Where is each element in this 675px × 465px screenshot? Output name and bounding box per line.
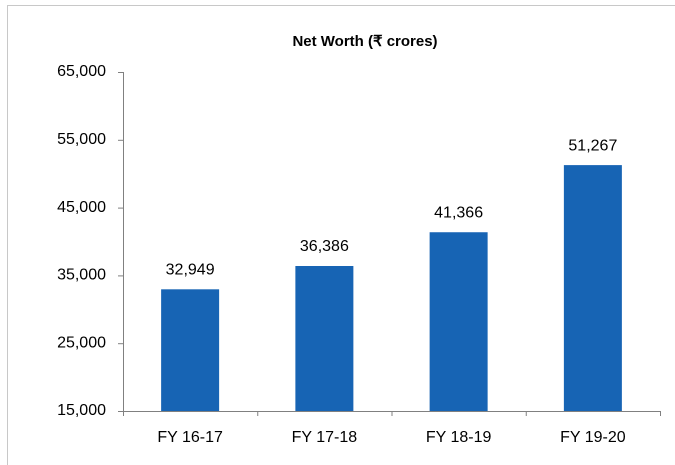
x-tick-label: FY 19-20 bbox=[560, 429, 626, 446]
x-tick-label: FY 16-17 bbox=[157, 429, 223, 446]
y-tick-label: 35,000 bbox=[57, 267, 106, 284]
y-tick-label: 55,000 bbox=[57, 131, 106, 148]
y-tick-label: 65,000 bbox=[57, 63, 106, 80]
chart-title: Net Worth (₹ crores) bbox=[292, 33, 437, 50]
chart-border bbox=[7, 5, 675, 465]
y-tick-label: 15,000 bbox=[57, 402, 106, 419]
bar bbox=[161, 289, 220, 411]
bar bbox=[563, 165, 622, 411]
bar bbox=[429, 232, 488, 411]
y-tick-label: 45,000 bbox=[57, 199, 106, 216]
bar bbox=[295, 266, 354, 411]
data-label: 32,949 bbox=[166, 262, 215, 279]
y-tick-label: 25,000 bbox=[57, 334, 106, 351]
data-label: 51,267 bbox=[568, 137, 617, 154]
x-tick-label: FY 17-18 bbox=[292, 429, 358, 446]
x-tick-label: FY 18-19 bbox=[426, 429, 492, 446]
data-label: 41,366 bbox=[434, 204, 483, 221]
data-label: 36,386 bbox=[300, 238, 349, 255]
